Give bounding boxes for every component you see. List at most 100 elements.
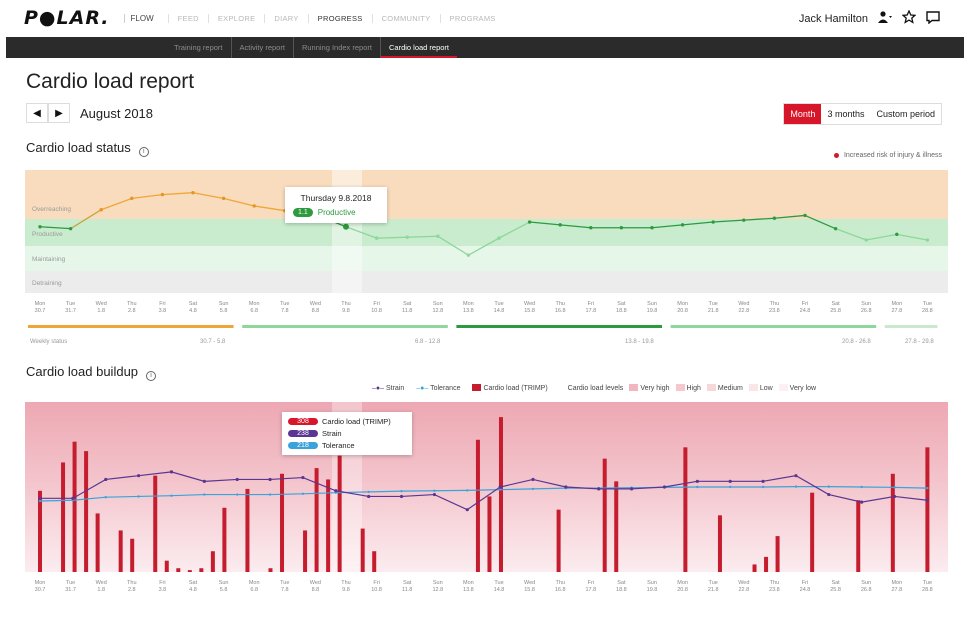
date-label: 10.8 <box>371 587 382 593</box>
tab-training-report[interactable]: Training report <box>174 43 223 52</box>
strain-point <box>399 494 404 499</box>
day-label: Sun <box>433 580 443 586</box>
date-label: 15.8 <box>524 308 535 314</box>
day-label: Wed <box>310 580 321 586</box>
day-label: Sat <box>617 580 626 586</box>
week-range-1: 30.7 - 5.8 <box>200 339 226 345</box>
day-label: Tue <box>494 301 503 307</box>
tab-running-index-report[interactable]: Running Index report <box>292 37 380 58</box>
range-custom-period-button[interactable]: Custom period <box>876 109 935 119</box>
strain-point <box>564 485 568 489</box>
day-label: Tue <box>66 301 75 307</box>
cardio-load-bar <box>337 455 342 572</box>
day-label: Thu <box>127 301 136 307</box>
nav-explore[interactable]: EXPLORE <box>207 13 265 23</box>
tolerance-point <box>860 485 863 489</box>
date-label: 19.8 <box>647 308 658 314</box>
status-line-segment <box>743 217 775 221</box>
status-point <box>497 236 501 240</box>
cardio-load-bar <box>84 451 89 572</box>
status-line-segment <box>39 226 71 230</box>
cardio-load-bar <box>614 481 619 572</box>
info-icon[interactable]: i <box>146 371 157 381</box>
cardio-load-bar <box>280 473 285 572</box>
day-label: Tue <box>66 580 75 586</box>
legend-medium: Medium <box>706 384 743 392</box>
tolerance-point <box>170 494 173 497</box>
day-label: Sat <box>403 301 412 307</box>
polar-logo[interactable]: P●LAR. <box>24 7 110 29</box>
day-label: Fri <box>588 580 594 586</box>
strain-point <box>761 479 765 483</box>
buildup-day-axis: Mon30.7Tue31.7Wed1.8Thu2.8Fri3.8Sat4.8Su… <box>35 580 933 593</box>
date-label: 4.8 <box>189 308 197 314</box>
risk-legend: Increased risk of injury & illness <box>833 152 942 159</box>
status-point <box>619 226 624 230</box>
strain-point <box>794 474 798 478</box>
date-label: 30.7 <box>35 308 46 314</box>
date-label: 26.8 <box>861 308 872 314</box>
range-month-button[interactable]: Month <box>784 104 822 124</box>
day-label: Tue <box>709 580 718 586</box>
status-point <box>895 232 899 237</box>
date-label: 8.8 <box>312 587 320 593</box>
page-title: Cardio load report <box>26 70 195 93</box>
tolerance-point <box>104 496 107 499</box>
cardio-load-bar <box>475 439 480 572</box>
strain-point <box>334 489 338 493</box>
cardio-load-bar <box>487 496 492 572</box>
tolerance-point <box>893 486 896 489</box>
tolerance-point <box>137 495 140 498</box>
nav-progress[interactable]: PROGRESS <box>307 13 372 23</box>
date-label: 19.8 <box>647 587 658 593</box>
day-label: Thu <box>341 301 350 307</box>
day-label: Fri <box>802 580 808 586</box>
strain-point <box>38 496 42 500</box>
day-label: Thu <box>127 580 136 586</box>
cardio-load-buildup-heading: Cardio load buildup i <box>26 364 157 381</box>
status-point <box>343 223 349 230</box>
status-point <box>436 234 440 238</box>
nav-diary[interactable]: DIARY <box>264 13 307 23</box>
legend-tolerance: –●– Tolerance <box>416 384 461 392</box>
status-line-segment <box>560 224 591 229</box>
strain-point <box>892 494 897 499</box>
tab-activity-report[interactable]: Activity report <box>230 37 293 58</box>
date-label: 27.8 <box>891 308 902 314</box>
nav-programs[interactable]: PROGRAMS <box>439 13 505 23</box>
date-label: 5.8 <box>220 587 228 593</box>
day-label: Wed <box>524 580 535 586</box>
status-point <box>466 253 471 257</box>
date-label: 7.8 <box>281 587 289 593</box>
status-line-segment <box>407 235 438 238</box>
star-icon[interactable] <box>901 9 917 27</box>
cardio-load-bar <box>360 528 365 572</box>
person-icon[interactable] <box>878 11 892 26</box>
date-label: 3.8 <box>159 308 167 314</box>
status-line-segment <box>529 221 561 226</box>
tolerance-point <box>466 489 469 492</box>
range-3-months-button[interactable]: 3 months <box>827 109 865 119</box>
status-point <box>650 226 654 230</box>
date-label: 6.8 <box>250 587 258 593</box>
prev-period-button[interactable]: ◀ <box>26 103 48 123</box>
day-label: Mon <box>463 301 474 307</box>
status-point <box>742 218 746 222</box>
tab-cardio-load-report[interactable]: Cardio load report <box>379 37 458 58</box>
info-icon[interactable]: i <box>138 147 149 157</box>
nav-feed[interactable]: FEED <box>167 13 208 23</box>
day-label: Thu <box>555 301 564 307</box>
day-label: Sun <box>647 580 657 586</box>
message-icon[interactable] <box>926 10 940 27</box>
next-period-button[interactable]: ▶ <box>48 103 70 123</box>
buildup-tooltip: 308 Cardio load (TRIMP) 238 Strain 218 T… <box>282 412 412 455</box>
user-name[interactable]: Jack Hamilton <box>798 12 868 25</box>
day-label: Fri <box>588 301 594 307</box>
strain-tolerance-lines <box>38 470 930 512</box>
nav-community[interactable]: COMMUNITY <box>371 13 440 23</box>
day-label: Mon <box>35 580 46 586</box>
strain-point <box>268 477 272 482</box>
cardio-load-bar <box>890 473 895 572</box>
date-label: 17.8 <box>585 587 596 593</box>
date-label: 14.8 <box>494 308 505 314</box>
